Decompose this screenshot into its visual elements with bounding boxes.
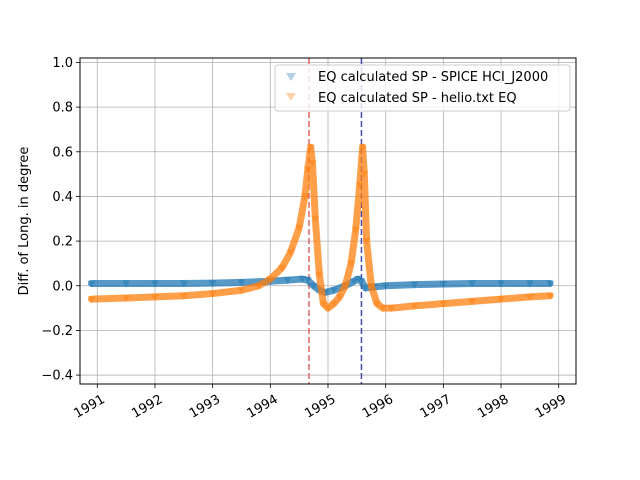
data-point — [266, 276, 275, 284]
data-point — [439, 300, 448, 308]
legend-entry: EQ calculated SP - helio.txt EQ — [286, 91, 517, 106]
data-point — [525, 280, 534, 288]
data-point — [329, 287, 338, 295]
data-point — [306, 144, 315, 152]
data-point — [286, 249, 295, 257]
data-point — [381, 282, 390, 290]
data-point — [355, 182, 364, 190]
data-point — [546, 280, 555, 288]
data-point — [351, 226, 360, 234]
data-point — [309, 282, 318, 290]
data-point — [410, 281, 419, 289]
data-point — [362, 238, 371, 246]
data-point — [329, 300, 338, 308]
data-point — [361, 284, 370, 292]
plot-area — [79, 57, 577, 385]
data-point — [283, 277, 292, 285]
data-point — [303, 277, 312, 285]
legend-marker-spice — [286, 73, 296, 81]
data-point — [341, 282, 350, 290]
y-tick-label: 1.0 — [52, 56, 73, 71]
data-point — [367, 282, 376, 290]
y-tick-label: 0.8 — [52, 101, 73, 116]
data-point — [468, 280, 477, 288]
data-point — [378, 305, 387, 313]
data-point — [387, 305, 396, 313]
data-point — [353, 276, 362, 284]
y-axis-label: Diff. of Long. in degree — [17, 147, 32, 296]
data-point — [150, 280, 159, 288]
legend-entry: EQ calculated SP - SPICE HCI_J2000 — [286, 70, 548, 85]
data-point — [208, 290, 217, 298]
data-point — [237, 287, 246, 295]
vertical-markers — [308, 58, 363, 384]
data-point — [300, 193, 309, 201]
data-point — [87, 296, 96, 304]
y-axis: −0.4 −0.2 0.0 0.2 0.4 0.6 0.8 1.0 — [41, 56, 80, 384]
data-point — [373, 300, 382, 308]
data-point — [87, 280, 96, 288]
data-point — [546, 292, 555, 300]
y-tick-label: 0.0 — [52, 279, 73, 294]
y-tick-label: 0.2 — [52, 235, 73, 250]
data-point — [335, 293, 344, 301]
data-point — [298, 276, 307, 284]
y-tick-label: 0.4 — [52, 190, 73, 205]
data-point — [497, 280, 506, 288]
data-point — [324, 305, 332, 313]
data-point — [208, 280, 217, 288]
data-point — [122, 280, 131, 288]
data-point — [525, 293, 534, 301]
data-point — [277, 264, 286, 272]
data-point — [237, 279, 246, 287]
series-layer — [87, 143, 555, 313]
legend: EQ calculated SP - SPICE HCI_J2000 EQ ca… — [274, 64, 571, 112]
data-point — [468, 298, 477, 306]
data-point — [497, 296, 506, 304]
legend-label-helio: EQ calculated SP - helio.txt EQ — [318, 91, 517, 106]
data-point — [410, 302, 419, 310]
data-point — [295, 224, 304, 232]
data-point — [439, 280, 448, 288]
data-point — [179, 280, 188, 288]
legend-label-spice: EQ calculated SP - SPICE HCI_J2000 — [318, 70, 548, 85]
data-point — [357, 278, 366, 286]
legend-box — [274, 64, 571, 112]
data-point — [319, 300, 328, 308]
data-point — [303, 166, 312, 174]
data-point — [360, 171, 369, 179]
data-point — [315, 271, 324, 279]
data-point — [122, 295, 131, 303]
data-point — [358, 144, 367, 152]
data-point — [349, 278, 358, 286]
data-point — [150, 293, 159, 301]
data-point — [254, 282, 263, 290]
data-point — [308, 159, 317, 167]
data-point — [311, 215, 320, 223]
data-point — [347, 260, 356, 268]
series-helio — [87, 143, 555, 313]
legend-marker-helio — [286, 93, 296, 101]
y-tick-label: −0.4 — [41, 369, 73, 384]
data-point — [179, 292, 188, 300]
y-tick-label: −0.2 — [41, 324, 73, 339]
y-tick-label: 0.6 — [52, 145, 73, 160]
